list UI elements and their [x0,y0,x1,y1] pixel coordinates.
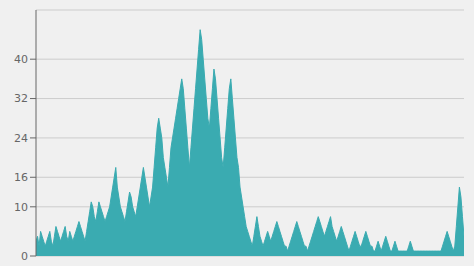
svg-text:16: 16 [14,171,28,184]
svg-text:40: 40 [14,53,28,66]
svg-text:32: 32 [14,92,28,105]
svg-text:24: 24 [14,132,28,145]
svg-text:0: 0 [21,250,28,263]
svg-text:10: 10 [14,201,28,214]
